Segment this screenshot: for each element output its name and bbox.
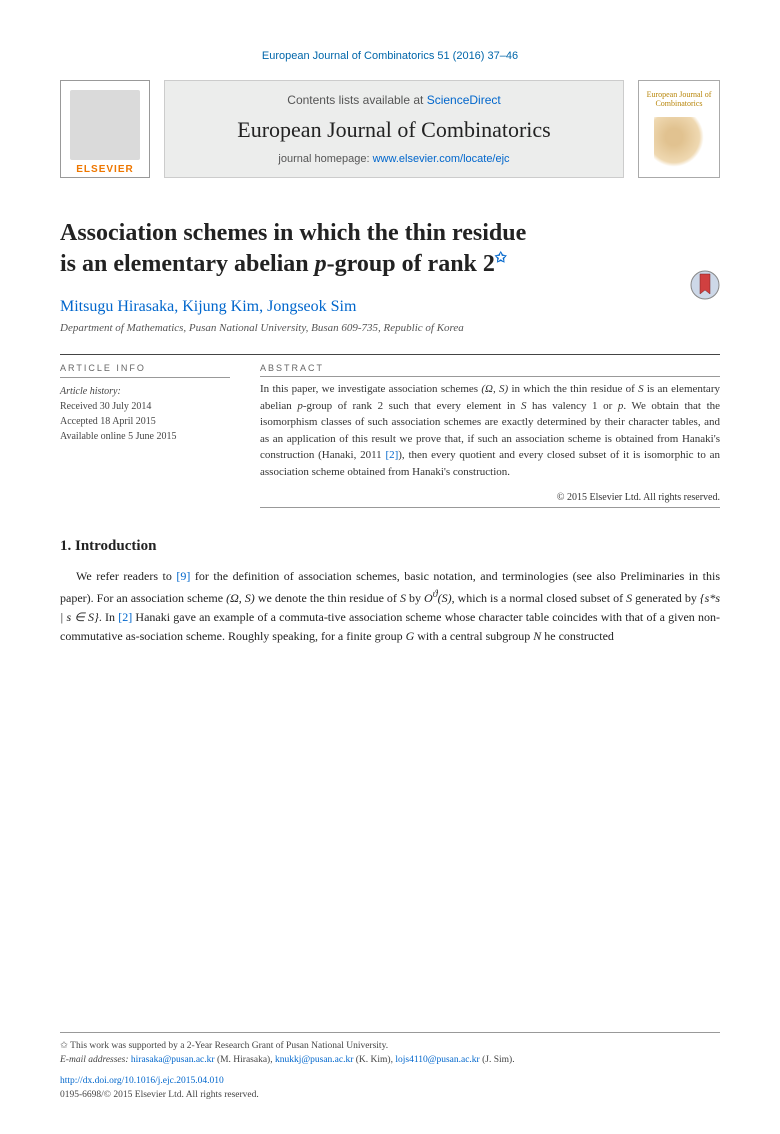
t: (J. Sim). (480, 1055, 515, 1065)
cover-title: European Journal of Combinatorics (643, 91, 715, 109)
t: (M. Hirasaka), (215, 1055, 275, 1065)
footnote-emails: E-mail addresses: hirasaka@pusan.ac.kr (… (60, 1053, 720, 1067)
email-link[interactable]: knukkj@pusan.ac.kr (275, 1055, 353, 1065)
date-accepted: Accepted 18 April 2015 (60, 414, 230, 429)
license-line: 0195-6698/© 2015 Elsevier Ltd. All right… (60, 1088, 720, 1102)
t: in which the thin residue of (508, 383, 638, 395)
t: , which is a normal closed subset of (452, 591, 627, 605)
dates: Received 30 July 2014 Accepted 18 April … (60, 399, 230, 444)
elsevier-label: ELSEVIER (76, 164, 133, 175)
cover-art-icon (654, 117, 704, 167)
divider (60, 354, 720, 355)
t: by (406, 591, 424, 605)
article-title: Association schemes in which the thin re… (60, 218, 720, 280)
email-link[interactable]: hirasaka@pusan.ac.kr (131, 1055, 215, 1065)
ref-link[interactable]: [2] (385, 449, 398, 461)
t: generated by (632, 591, 700, 605)
divider (260, 507, 720, 508)
contents-prefix: Contents lists available at (287, 93, 426, 107)
t: we denote the thin residue of (255, 591, 400, 605)
contents-line: Contents lists available at ScienceDirec… (181, 93, 607, 107)
email-link[interactable]: lojs4110@pusan.ac.kr (395, 1055, 479, 1065)
elsevier-tree-icon (70, 90, 140, 160)
section-heading: 1. Introduction (60, 538, 720, 555)
t: Oϑ(S) (424, 591, 452, 605)
title-line2: is an elementary abelian (60, 251, 315, 277)
homepage-line: journal homepage: www.elsevier.com/locat… (181, 153, 607, 165)
history-label: Article history: (60, 386, 230, 397)
t: he constructed (541, 629, 614, 643)
abstract-label: ABSTRACT (260, 363, 720, 377)
sciencedirect-link[interactable]: ScienceDirect (427, 93, 501, 107)
journal-cover-thumb: European Journal of Combinatorics (638, 80, 720, 178)
crossmark-icon[interactable] (690, 270, 720, 306)
journal-name: European Journal of Combinatorics (181, 117, 607, 143)
abstract-col: ABSTRACT In this paper, we investigate a… (260, 363, 720, 508)
t: (Ω, S) (481, 383, 508, 395)
email-label: E-mail addresses: (60, 1055, 129, 1065)
authors: Mitsugu Hirasaka, Kijung Kim, Jongseok S… (60, 298, 720, 316)
title-p: p (315, 251, 327, 277)
article-info-label: ARTICLE INFO (60, 363, 230, 373)
copyright: © 2015 Elsevier Ltd. All rights reserved… (260, 492, 720, 503)
elsevier-logo-box: ELSEVIER (60, 80, 150, 178)
date-online: Available online 5 June 2015 (60, 429, 230, 444)
body-paragraph: We refer readers to [9] for the definiti… (60, 567, 720, 646)
ref-link[interactable]: [2] (118, 610, 132, 624)
t: (Ω, S) (226, 591, 255, 605)
t: Hanaki gave an example of a commuta-tive… (60, 610, 720, 643)
t: G (406, 629, 415, 643)
journal-banner: Contents lists available at ScienceDirec… (164, 80, 624, 178)
header-row: ELSEVIER Contents lists available at Sci… (60, 80, 720, 178)
t: -group of rank 2 such that every element… (303, 400, 521, 412)
t: has valency 1 or (526, 400, 617, 412)
title-footnote-star: ✩ (495, 251, 507, 266)
ref-link[interactable]: [9] (176, 569, 190, 583)
footnotes: ✩ This work was supported by a 2-Year Re… (60, 1032, 720, 1102)
t: In this paper, we investigate associatio… (260, 383, 481, 395)
affiliation: Department of Mathematics, Pusan Nationa… (60, 322, 720, 334)
citation-header: European Journal of Combinatorics 51 (20… (60, 50, 720, 62)
date-received: Received 30 July 2014 (60, 399, 230, 414)
footnote-grant: ✩ This work was supported by a 2-Year Re… (60, 1039, 720, 1053)
abstract-text: In this paper, we investigate associatio… (260, 381, 720, 480)
t: with a central subgroup (414, 629, 533, 643)
title-line1: Association schemes in which the thin re… (60, 220, 526, 246)
homepage-prefix: journal homepage: (278, 153, 372, 165)
doi-link[interactable]: http://dx.doi.org/10.1016/j.ejc.2015.04.… (60, 1074, 720, 1088)
homepage-link[interactable]: www.elsevier.com/locate/ejc (373, 153, 510, 165)
t: We refer readers to (76, 569, 176, 583)
t: . In (99, 610, 118, 624)
article-info-col: ARTICLE INFO Article history: Received 3… (60, 363, 230, 508)
t: (K. Kim), (353, 1055, 395, 1065)
divider (60, 377, 230, 378)
title-line3: -group of rank 2 (327, 251, 495, 277)
meta-abstract-row: ARTICLE INFO Article history: Received 3… (60, 363, 720, 508)
